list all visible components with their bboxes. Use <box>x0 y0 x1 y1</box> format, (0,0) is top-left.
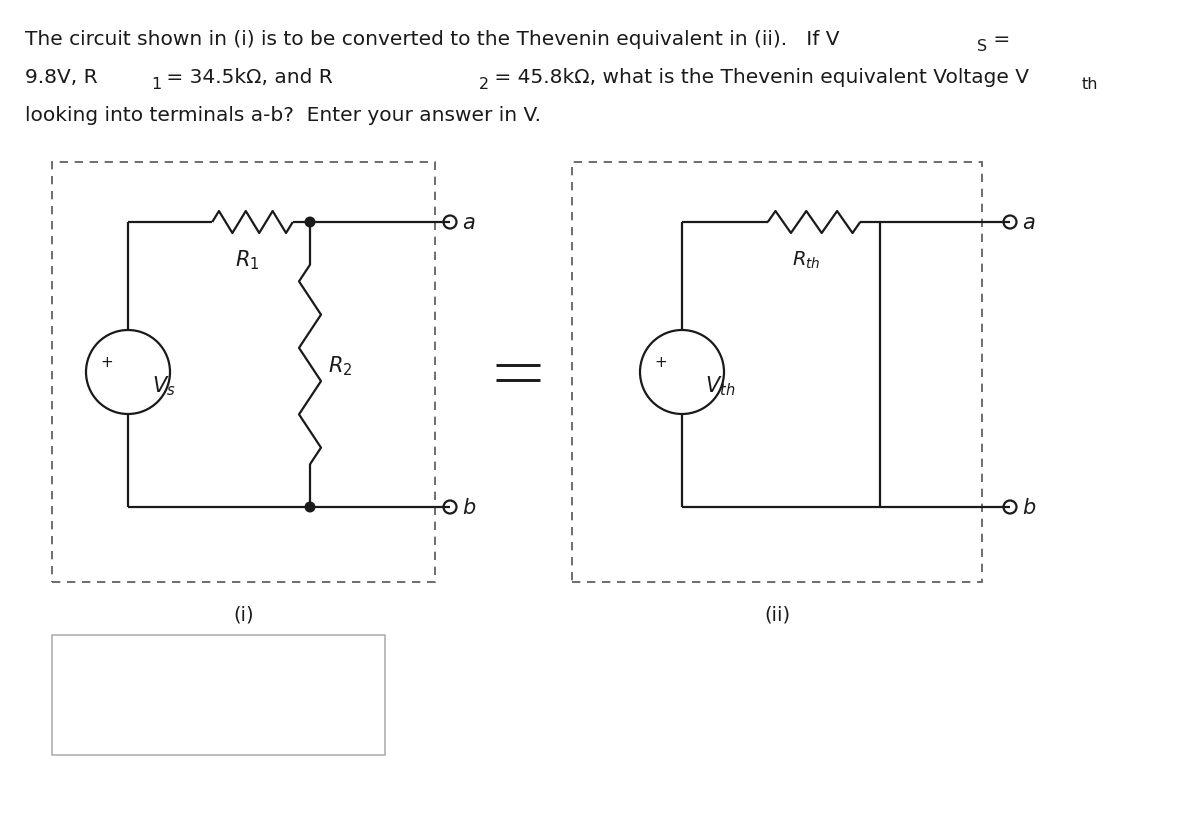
Text: $R_{th}$: $R_{th}$ <box>792 249 821 270</box>
Bar <box>52 635 385 755</box>
Text: (ii): (ii) <box>764 605 790 624</box>
Text: $V_s$: $V_s$ <box>152 374 175 397</box>
Text: +: + <box>655 355 667 370</box>
Circle shape <box>444 501 456 514</box>
Text: looking into terminals a-b?  Enter your answer in V.: looking into terminals a-b? Enter your a… <box>25 107 541 126</box>
Text: S: S <box>978 40 988 55</box>
Text: The circuit shown in (i) is to be converted to the Thevenin equivalent in (ii). : The circuit shown in (i) is to be conver… <box>25 31 840 50</box>
Text: a: a <box>1022 213 1034 232</box>
Text: a: a <box>462 213 475 232</box>
Circle shape <box>1003 501 1016 514</box>
Text: =: = <box>986 31 1010 50</box>
Bar <box>572 163 982 582</box>
Circle shape <box>305 218 316 228</box>
Text: 1: 1 <box>151 78 162 93</box>
Bar <box>52 163 434 582</box>
Text: b: b <box>1022 497 1036 518</box>
Text: = 34.5kΩ, and R: = 34.5kΩ, and R <box>160 69 332 88</box>
Text: (i): (i) <box>233 605 254 624</box>
Text: $R_1$: $R_1$ <box>235 248 259 271</box>
Circle shape <box>305 502 316 513</box>
Text: = 45.8kΩ, what is the Thevenin equivalent Voltage V: = 45.8kΩ, what is the Thevenin equivalen… <box>487 69 1028 88</box>
Text: 9.8V, R: 9.8V, R <box>25 69 97 88</box>
Text: +: + <box>101 355 113 370</box>
Circle shape <box>444 216 456 229</box>
Text: b: b <box>462 497 475 518</box>
Circle shape <box>1003 216 1016 229</box>
Text: th: th <box>1081 78 1098 93</box>
Text: 2: 2 <box>479 78 490 93</box>
Text: $R_2$: $R_2$ <box>328 354 353 377</box>
Text: $V_{th}$: $V_{th}$ <box>706 374 736 397</box>
